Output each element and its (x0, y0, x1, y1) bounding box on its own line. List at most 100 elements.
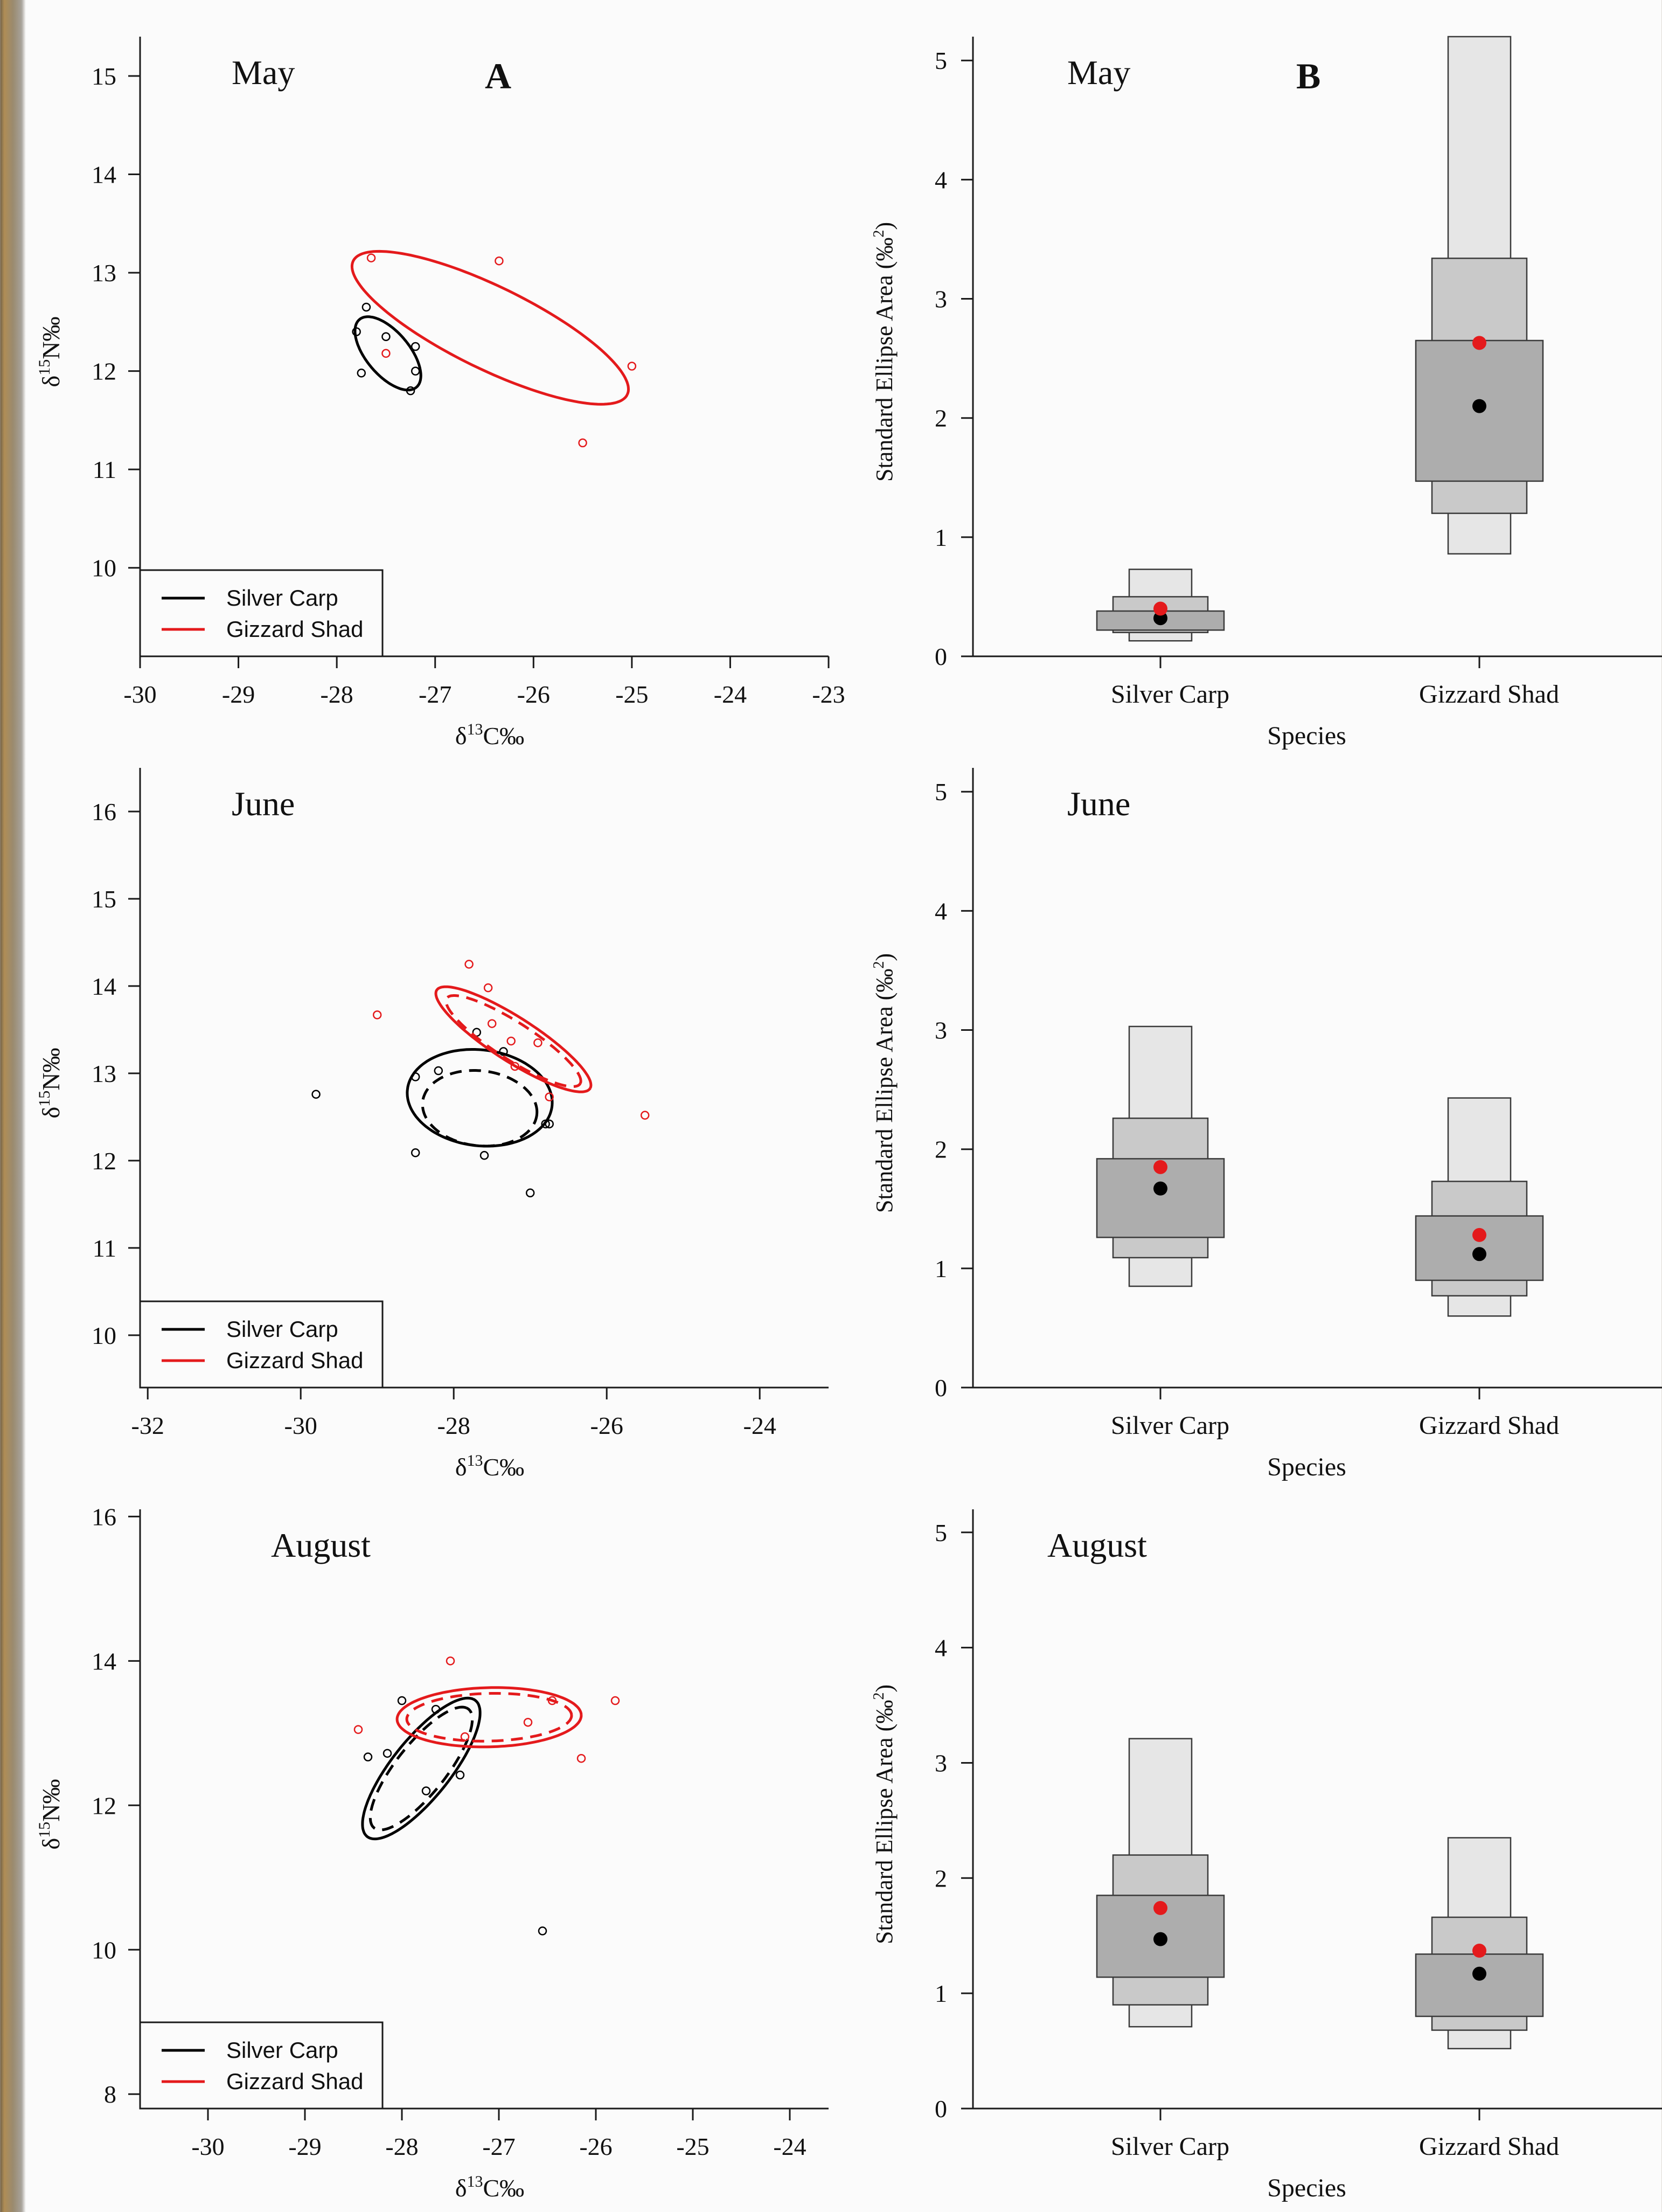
panel-letter-a: A (485, 56, 511, 96)
data-point (610, 1696, 620, 1705)
y-axis-label: δ15N‰ (36, 317, 65, 387)
legend-label-silver-carp: Silver Carp (226, 1316, 338, 1342)
sea-c-point (1153, 1901, 1167, 1915)
data-point (446, 1656, 455, 1666)
legend: Silver Carp Gizzard Shad (139, 2021, 384, 2110)
y-axis-label-base: Standard Ellipse Area (‰ (871, 1700, 898, 1944)
x-axis-label-base: δ (455, 2174, 467, 2202)
y-axis-label-tail: ) (871, 222, 898, 230)
legend-label-gizzard-shad: Gizzard Shad (226, 2069, 363, 2094)
category-label: Silver Carp (1111, 680, 1229, 709)
data-point (487, 1019, 497, 1028)
y-axis-label-superscript: 2 (871, 1693, 887, 1700)
panel-letter-b: B (1296, 56, 1320, 96)
mode-point (1153, 1181, 1167, 1196)
x-tick-label: -27 (419, 681, 451, 708)
category-label: Silver Carp (1111, 2132, 1229, 2161)
x-tick-label: -30 (123, 681, 156, 708)
data-point (366, 253, 376, 262)
legend-label-gizzard-shad: Gizzard Shad (226, 1348, 363, 1373)
y-axis-label-superscript: 2 (871, 961, 887, 969)
data-point (381, 349, 391, 358)
density-box-silver-carp (1096, 1738, 1225, 2028)
mode-point (1153, 1932, 1167, 1946)
panel-month-title: August (271, 1526, 371, 1564)
sea-c-point (1153, 1160, 1167, 1174)
data-point (397, 1696, 407, 1705)
series-gizzard-shad (372, 960, 650, 1120)
y-axis-label-tail: N‰ (37, 1048, 65, 1091)
y-axis-label-superscript: 15 (36, 1822, 53, 1838)
category-label: Gizzard Shad (1419, 2132, 1559, 2161)
y-axis-label-tail: ) (871, 953, 898, 961)
sample-ellipse-dashed (405, 1692, 573, 1743)
data-point (547, 1696, 557, 1705)
data-point (525, 1188, 535, 1198)
legend-box (139, 1300, 384, 1389)
density-box-gizzard-shad (1415, 1097, 1544, 1317)
data-point (361, 302, 371, 312)
data-point (406, 386, 415, 396)
density-box-gizzard-shad (1415, 36, 1544, 555)
data-point (578, 438, 587, 448)
x-axis-label-superscript: 13 (467, 1452, 483, 1469)
data-point (499, 1047, 508, 1056)
y-tick-label: 0 (935, 1374, 947, 1402)
y-tick-label: 3 (935, 286, 947, 313)
data-point (381, 332, 391, 341)
y-tick-label: 2 (935, 1136, 947, 1163)
data-point (640, 1111, 650, 1120)
y-tick-label: 14 (92, 1647, 116, 1675)
y-tick-label: 12 (92, 1147, 116, 1175)
x-tick-label: -30 (191, 2133, 224, 2160)
sea-panel-august-sea: 0 1 2 3 4 5 Silver Carp Gizzard Shad Species Stan… (871, 1509, 1662, 2202)
data-point (495, 256, 504, 266)
biplot-panel-august-biplot: -30 -29 -28 -27 -26 -25 -24810121416δ13C‰δ15N‰… (36, 1503, 829, 2202)
data-point (541, 1119, 550, 1129)
y-tick-label: 3 (935, 1749, 947, 1777)
y-tick-label: 11 (93, 1235, 116, 1262)
legend: Silver Carp Gizzard Shad (139, 569, 384, 657)
sea-c-point (1472, 336, 1486, 350)
y-tick-label: 2 (935, 405, 947, 432)
data-point (411, 366, 420, 376)
legend-label-silver-carp: Silver Carp (226, 585, 338, 611)
y-tick-label: 12 (92, 358, 116, 385)
data-point (576, 1753, 586, 1763)
y-tick-label: 14 (92, 161, 116, 189)
y-axis-label-superscript: 15 (36, 359, 53, 376)
x-tick-label: -29 (222, 681, 255, 708)
y-tick-label: 10 (92, 1322, 116, 1349)
mode-point (1472, 1966, 1486, 1981)
y-tick-label: 4 (935, 1634, 947, 1662)
data-point (460, 1732, 470, 1742)
data-point (431, 1704, 441, 1714)
data-point (545, 1092, 554, 1101)
x-axis-label: δ13C‰ (455, 720, 524, 750)
y-tick-label: 4 (935, 897, 947, 925)
data-point (383, 1749, 392, 1758)
legend: Silver Carp Gizzard Shad (139, 1300, 384, 1389)
legend-label-gizzard-shad: Gizzard Shad (226, 616, 363, 642)
x-tick-label: -29 (288, 2133, 321, 2160)
data-point (464, 960, 474, 969)
standard-ellipse (434, 985, 593, 1093)
standard-ellipse (350, 249, 630, 406)
y-tick-label: 3 (935, 1017, 947, 1044)
series-gizzard-shad (350, 249, 637, 448)
y-axis-label-tail: ) (871, 1684, 898, 1693)
sea-panel-may-sea: 0 1 2 3 4 5 Silver Carp Gizzard Shad Species Stan… (871, 36, 1662, 750)
data-point (510, 1062, 520, 1071)
standard-ellipse (395, 1686, 583, 1749)
x-tick-label: -27 (482, 2133, 515, 2160)
x-axis-label-base: δ (455, 1453, 467, 1481)
y-tick-label: 14 (92, 973, 116, 1000)
panel-month-title: May (232, 53, 295, 92)
y-tick-label: 16 (92, 798, 116, 826)
data-point (506, 1036, 516, 1046)
y-tick-label: 10 (92, 1936, 116, 1964)
y-axis-label: Standard Ellipse Area (‰2) (871, 222, 898, 482)
data-point (533, 1038, 543, 1048)
y-axis-label-base: δ (37, 376, 65, 387)
